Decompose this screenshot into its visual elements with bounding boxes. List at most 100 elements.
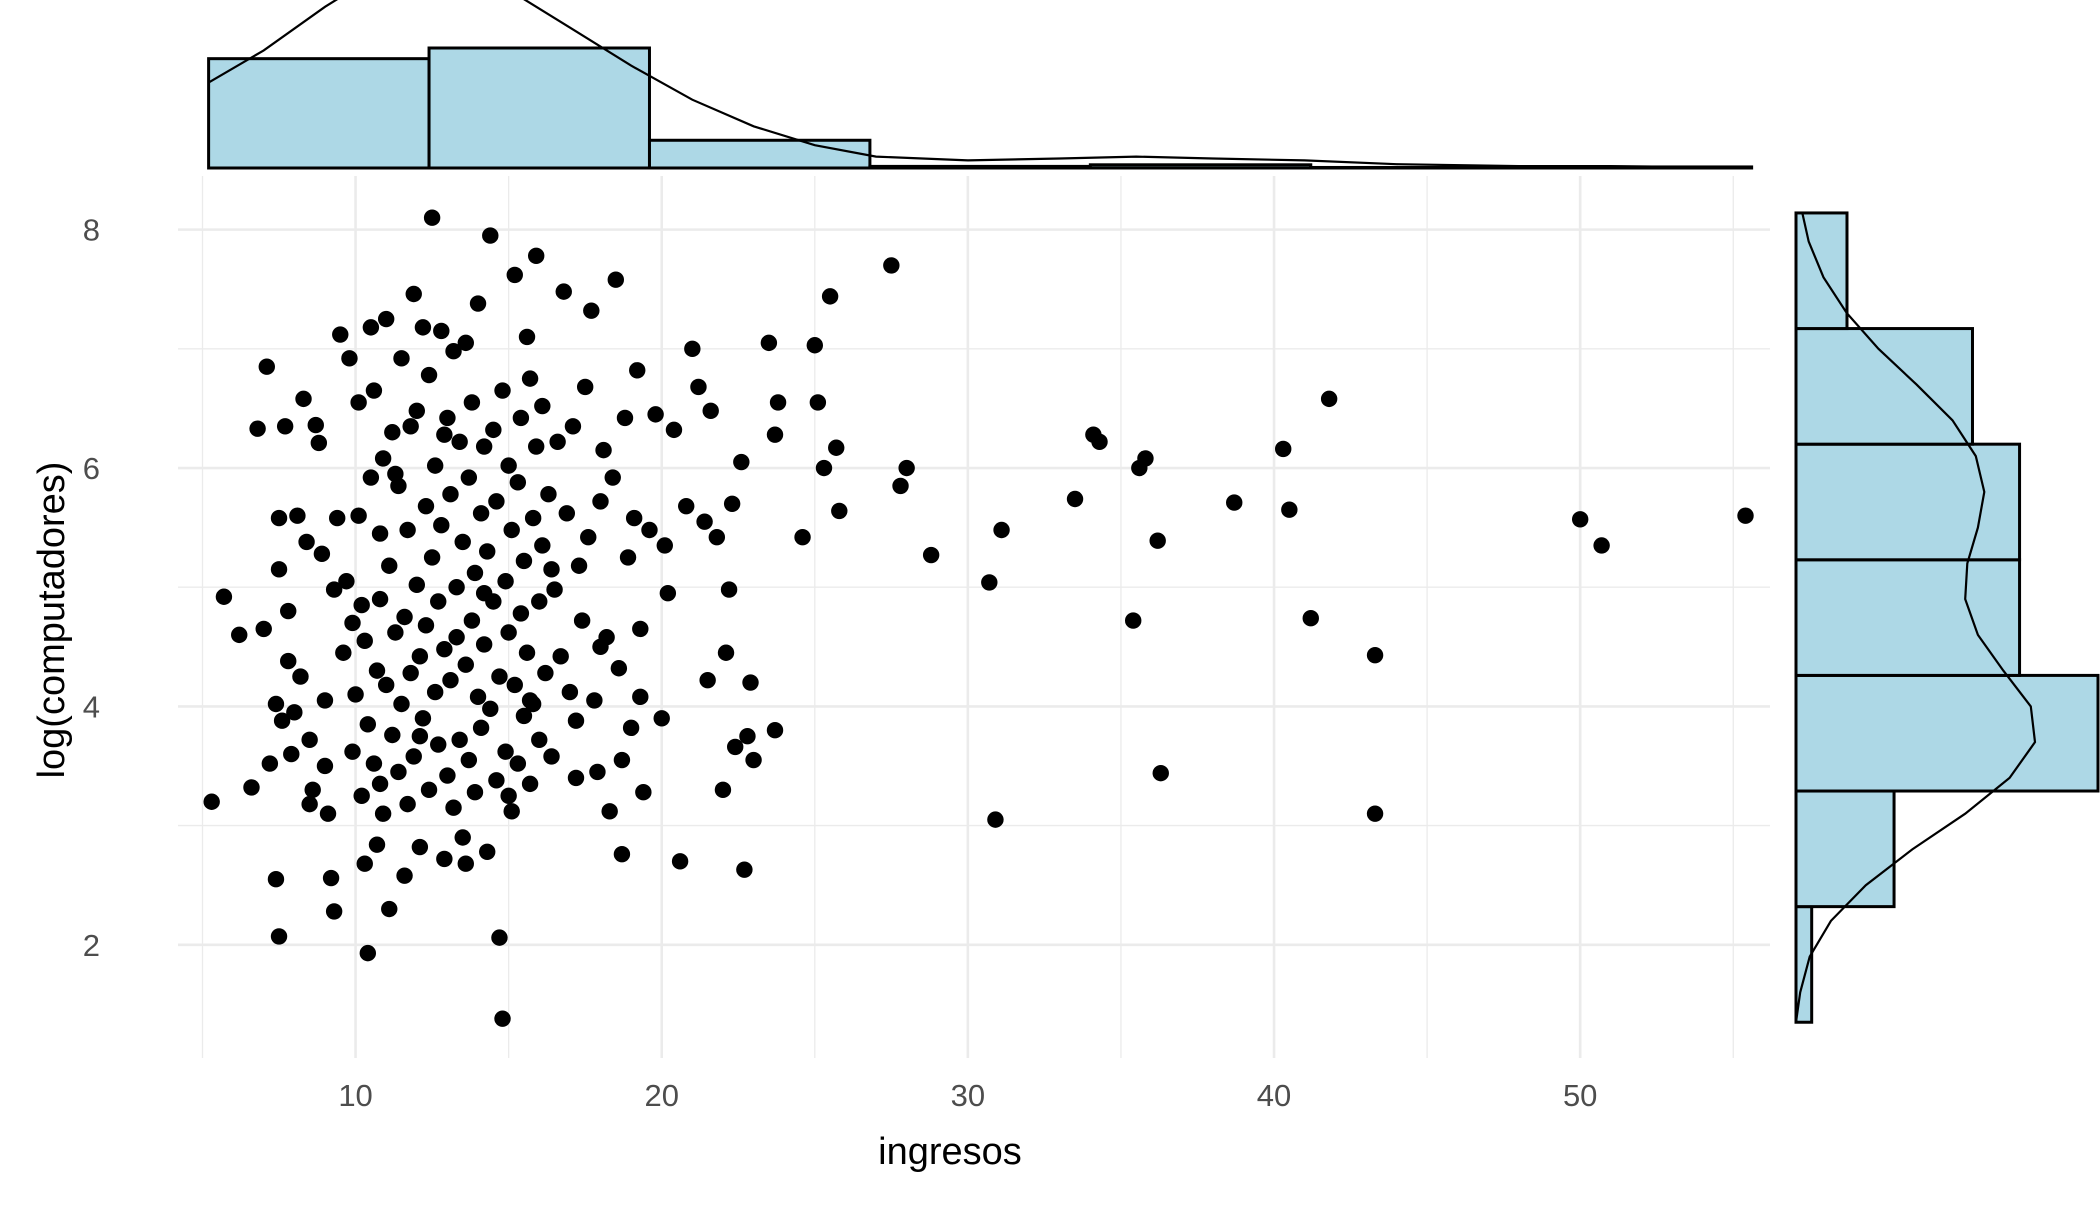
- data-point: [430, 736, 447, 753]
- data-point: [280, 602, 297, 620]
- data-point: [261, 755, 279, 772]
- data-point: [445, 799, 462, 816]
- data-point: [632, 688, 649, 706]
- data-point: [528, 438, 545, 455]
- data-point: [460, 469, 478, 486]
- x-axis-ticks: 10 20 30 40 50: [338, 1078, 1597, 1113]
- data-point: [371, 525, 389, 542]
- data-point: [442, 671, 459, 689]
- data-point: [414, 319, 432, 336]
- data-point: [454, 533, 471, 551]
- data-point: [371, 775, 389, 793]
- data-point: [215, 588, 233, 605]
- data-point: [531, 731, 548, 748]
- data-point: [981, 574, 998, 591]
- data-point: [589, 763, 606, 781]
- data-point: [613, 751, 631, 769]
- data-point: [1125, 612, 1142, 629]
- data-point: [433, 517, 450, 534]
- data-point: [534, 537, 551, 554]
- data-point: [678, 497, 695, 515]
- x-tick-label: 30: [951, 1078, 985, 1113]
- data-point: [515, 552, 533, 570]
- data-point: [390, 763, 407, 781]
- data-point: [463, 394, 481, 411]
- data-point: [821, 288, 839, 305]
- data-point: [289, 507, 306, 524]
- data-point: [607, 271, 624, 288]
- y-density-curve: [1794, 212, 2037, 1023]
- data-point: [353, 596, 370, 614]
- data-point: [690, 378, 707, 396]
- data-point: [503, 521, 520, 539]
- data-point: [482, 700, 499, 717]
- data-point: [362, 319, 380, 336]
- data-point: [570, 557, 588, 574]
- data-point: [445, 343, 462, 360]
- data-point: [625, 509, 643, 527]
- data-point: [552, 648, 569, 665]
- data-point: [720, 581, 738, 598]
- data-point: [387, 624, 404, 641]
- data-point: [595, 441, 612, 459]
- data-point: [503, 803, 520, 820]
- data-point: [359, 716, 377, 733]
- data-point: [368, 836, 386, 853]
- x-density-curve: [208, 0, 1752, 170]
- data-point: [270, 561, 288, 578]
- data-point: [518, 328, 536, 346]
- data-point: [543, 748, 560, 765]
- data-point: [665, 421, 683, 439]
- data-point: [576, 378, 594, 396]
- data-point: [469, 295, 487, 312]
- data-point: [267, 695, 285, 713]
- data-point: [567, 769, 585, 787]
- x-tick-label: 10: [338, 1078, 372, 1113]
- data-point: [402, 664, 419, 682]
- data-point: [249, 420, 266, 437]
- data-point: [1571, 511, 1589, 528]
- data-point: [815, 459, 833, 477]
- data-point: [558, 505, 576, 522]
- data-point: [286, 704, 303, 721]
- y-tick-label: 4: [83, 689, 100, 724]
- data-point: [806, 337, 823, 354]
- data-point: [405, 285, 422, 303]
- data-point: [528, 247, 545, 265]
- data-point: [629, 362, 646, 379]
- data-point: [423, 549, 441, 566]
- data-point: [402, 418, 419, 435]
- data-point: [466, 784, 484, 801]
- data-point: [393, 695, 410, 713]
- data-point: [766, 722, 784, 739]
- y-histogram-bar: [1794, 442, 2022, 562]
- data-point: [457, 334, 474, 352]
- data-point: [583, 302, 600, 319]
- data-point: [335, 644, 352, 661]
- data-point: [414, 710, 432, 727]
- data-point: [270, 928, 288, 945]
- data-point: [399, 795, 416, 813]
- data-point: [1226, 494, 1243, 511]
- data-point: [203, 793, 220, 810]
- data-point: [610, 660, 628, 677]
- data-point: [739, 727, 756, 745]
- data-point: [332, 326, 349, 343]
- data-point: [1320, 390, 1338, 408]
- data-point: [466, 564, 484, 582]
- data-point: [430, 593, 447, 610]
- data-point: [420, 366, 438, 384]
- data-point: [475, 584, 493, 602]
- data-point: [509, 474, 527, 491]
- data-point: [310, 434, 328, 452]
- data-point: [301, 731, 318, 748]
- data-point: [531, 593, 548, 610]
- data-point: [448, 629, 465, 646]
- data-point: [555, 283, 572, 300]
- data-point: [656, 537, 673, 554]
- data-point: [258, 358, 275, 375]
- data-point: [898, 459, 915, 477]
- data-point: [497, 573, 514, 590]
- data-point: [1066, 490, 1084, 508]
- data-point: [1275, 440, 1292, 458]
